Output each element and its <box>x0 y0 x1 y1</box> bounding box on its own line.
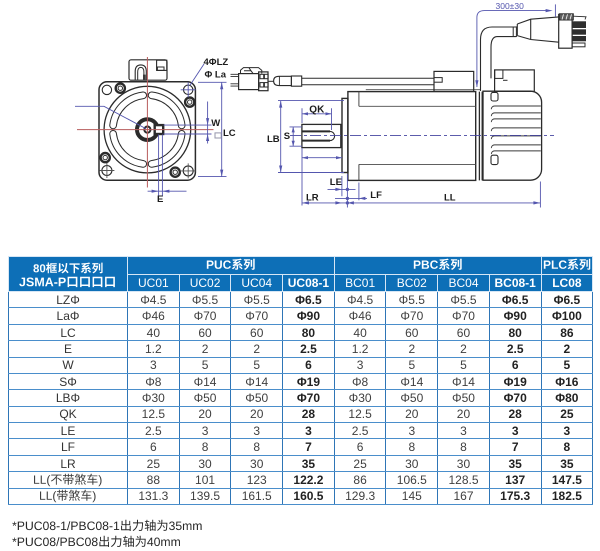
svg-text:Φ La: Φ La <box>205 69 227 80</box>
svg-text:W: W <box>211 118 220 129</box>
svg-text:LR: LR <box>306 193 319 204</box>
svg-text:LB: LB <box>267 134 280 145</box>
svg-text:LL: LL <box>444 192 456 203</box>
svg-text:300±30: 300±30 <box>496 1 525 11</box>
svg-text:E: E <box>157 194 163 205</box>
svg-text:S: S <box>284 131 290 142</box>
svg-text:LE: LE <box>330 177 342 188</box>
svg-text:QK: QK <box>309 105 325 116</box>
svg-text:LF: LF <box>370 190 382 201</box>
svg-text:4ΦLZ: 4ΦLZ <box>204 57 229 68</box>
svg-text:LC: LC <box>223 128 236 139</box>
